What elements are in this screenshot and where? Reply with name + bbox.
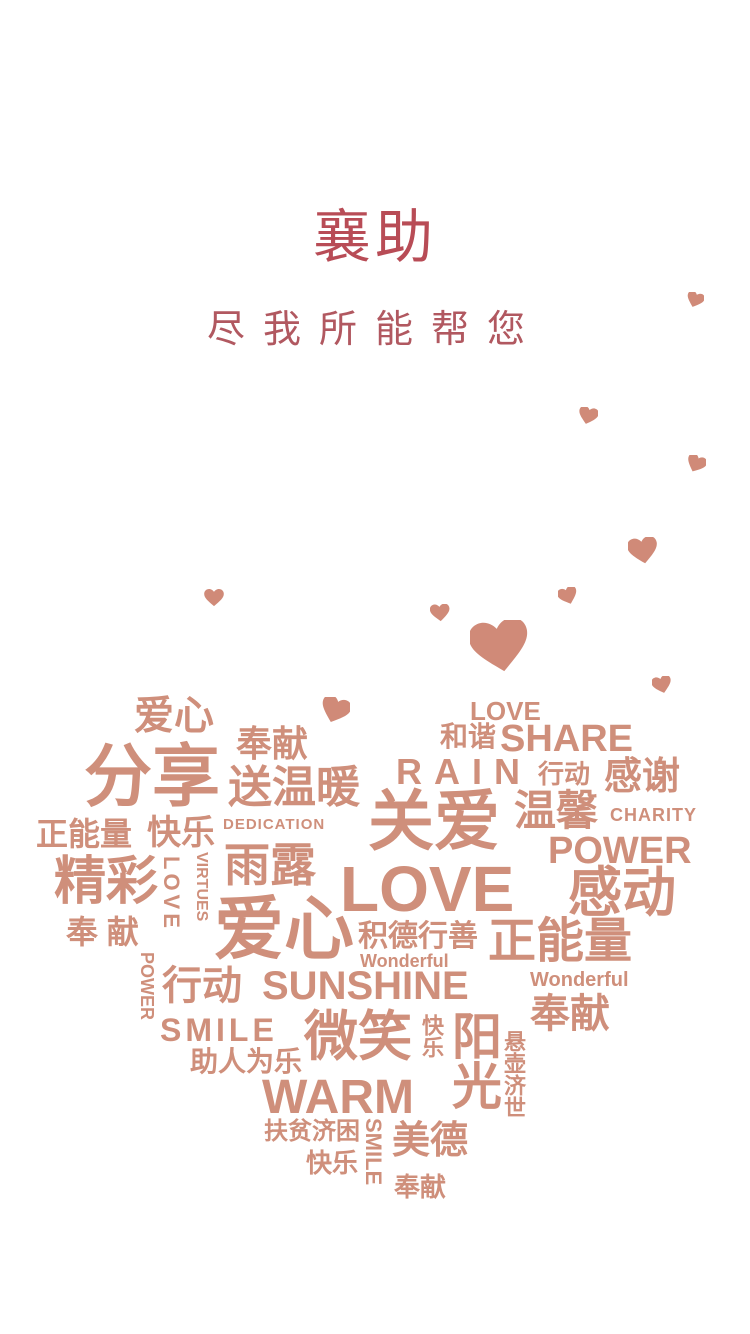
word-zhengnengliang-left: 正能量 — [36, 816, 133, 852]
word-fengxian-left: 奉 献 — [66, 914, 139, 950]
word-wonderful-2: Wonderful — [530, 969, 629, 991]
heart-icon — [688, 455, 706, 472]
word-jideshan: 积德行善 — [358, 920, 478, 953]
word-power-right: POWER — [548, 830, 692, 872]
heart-icon — [204, 589, 224, 607]
word-wonderful-1: Wonderful — [360, 951, 449, 971]
word-fenxiang: 分享 — [84, 739, 221, 815]
word-love-vertical: LOVE — [159, 856, 184, 932]
word-aixin-big: 爱心 — [214, 890, 354, 968]
word-gandong: 感动 — [568, 863, 676, 923]
heart-icon — [687, 292, 704, 307]
heart-icon — [579, 407, 598, 424]
word-jingcai: 精彩 — [54, 853, 159, 911]
word-fengxian-right: 奉献 — [530, 992, 610, 1036]
page-title: 襄助 — [312, 203, 437, 271]
heart-icon — [322, 697, 350, 723]
word-love-top: LOVE — [470, 696, 541, 726]
word-songwennuan: 送温暖 — [228, 763, 360, 812]
word-smile-v: SMILE — [361, 1118, 386, 1186]
word-yulu: 雨露 — [224, 839, 316, 891]
heart-icon — [628, 537, 657, 564]
word-rain: RAIN — [396, 751, 532, 792]
word-kuaile-left: 快乐 — [147, 814, 215, 852]
word-charity: CHARITY — [610, 805, 697, 825]
word-yangguang: 阳光 — [445, 1010, 501, 1110]
word-power-vertical: POWER — [137, 952, 157, 1021]
word-zhengnengliang-right: 正能量 — [488, 915, 633, 968]
word-kuaile-small: 快乐 — [419, 1014, 444, 1058]
heart-icon — [558, 587, 577, 604]
word-aixin-top: 爱心 — [134, 694, 214, 738]
word-share: SHARE — [500, 718, 634, 760]
heart-icon — [430, 604, 450, 622]
word-xingdong-top: 行动 — [538, 759, 591, 789]
word-hexie: 和谐 — [440, 721, 497, 752]
word-warm: WARM — [262, 1071, 414, 1124]
word-fengxian-bottom: 奉献 — [394, 1172, 447, 1202]
word-ganxie: 感谢 — [604, 756, 681, 798]
word-zhurenweile: 助人为乐 — [190, 1046, 303, 1077]
page-subtitle: 尽我所能帮您 — [206, 307, 543, 351]
heart-icon — [470, 620, 528, 672]
word-love-big: LOVE — [340, 853, 515, 925]
word-meide: 美德 — [392, 1120, 469, 1162]
word-fengxian-top: 奉献 — [236, 723, 309, 764]
word-virtues: VIRTUES — [193, 852, 210, 922]
word-wenxin: 温馨 — [514, 787, 599, 834]
word-fupinjikun: 扶贫济困 — [264, 1118, 360, 1145]
word-weixiao: 微笑 — [304, 1007, 412, 1067]
word-xuanhu: 悬壶济世 — [501, 1030, 526, 1118]
word-guanai: 关爱 — [368, 784, 500, 858]
heart-icon — [652, 676, 671, 693]
word-sunshine: SUNSHINE — [262, 964, 469, 1008]
word-xingdong-mid: 行动 — [162, 964, 242, 1008]
word-kuaile-bottom: 快乐 — [306, 1148, 359, 1178]
word-dedication: DEDICATION — [223, 816, 326, 833]
word-smile-h: SMILE — [160, 1012, 278, 1048]
